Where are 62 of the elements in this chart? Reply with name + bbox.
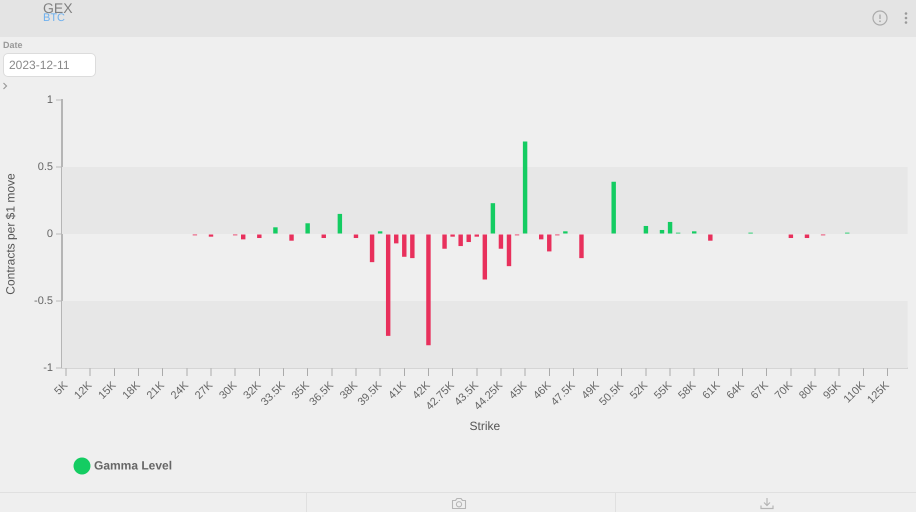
bar (660, 230, 664, 234)
date-field: 2023-12-11 (3, 53, 96, 77)
bar (482, 234, 488, 280)
x-tick-label: 41K (386, 378, 410, 402)
x-tick-label: 12K (72, 378, 95, 402)
bar (668, 222, 672, 234)
x-tick-label: 21K (144, 378, 168, 402)
x-tick-label: 18K (120, 378, 144, 402)
bar (273, 227, 278, 234)
bar (394, 234, 398, 244)
x-tick-label: 52K (628, 378, 651, 402)
text: Date (3, 40, 23, 50)
y-tick-label: -1 (43, 362, 53, 374)
bar (257, 234, 262, 238)
bar (305, 223, 310, 234)
bar (426, 234, 431, 346)
x-axis-title: Strike (469, 419, 500, 434)
y-tick-label: 0 (46, 228, 53, 240)
y-tick-label: 0.5 (38, 161, 53, 174)
bar (322, 234, 326, 238)
bar (522, 142, 528, 234)
x-tick-label: 80K (796, 378, 820, 402)
bar (538, 234, 544, 240)
bar (402, 234, 407, 257)
bar (708, 234, 713, 241)
bar (354, 234, 358, 238)
bar (370, 234, 374, 262)
x-tick-label: 27K (192, 378, 216, 402)
bar (579, 234, 584, 258)
bar (490, 203, 496, 234)
x-tick-label: 46K (531, 378, 554, 402)
bar (788, 234, 794, 238)
x-tick-label: 95K (821, 378, 844, 402)
bar (506, 234, 512, 266)
x-tick-label: 58K (676, 378, 699, 402)
bar (240, 234, 246, 240)
x-tick-label: 64K (724, 378, 748, 402)
bar (498, 234, 504, 249)
bar (410, 234, 415, 258)
bar (547, 234, 552, 252)
bar (442, 234, 447, 249)
bar (458, 234, 463, 246)
bar (644, 226, 648, 234)
x-tick-label: 15K (96, 378, 120, 402)
x-tick-label: 5K (52, 378, 71, 398)
y-tick-label: -0.5 (34, 295, 53, 308)
bar (611, 182, 616, 234)
y-tick-label: 1 (46, 94, 53, 106)
bar (338, 214, 342, 234)
x-tick-label: 67K (748, 378, 772, 402)
x-tick-label: 30K (217, 378, 240, 402)
x-tick-label: 70K (772, 378, 796, 402)
bar (804, 234, 810, 238)
legend-label: Gamma Level (94, 458, 172, 472)
chart-subtitle: BTC (43, 12, 65, 24)
x-tick-label: 55K (652, 378, 675, 402)
x-tick-label: 45K (507, 378, 530, 402)
bar (466, 234, 471, 242)
x-tick-label: 24K (168, 378, 192, 402)
bar (386, 234, 390, 336)
y-axis-title: Contracts per $1 move (4, 172, 18, 295)
x-tick-label: 61K (700, 378, 724, 402)
